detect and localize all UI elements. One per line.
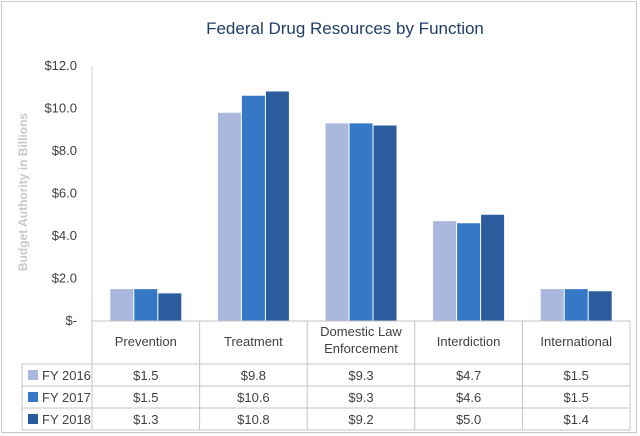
- bar: [457, 223, 481, 321]
- y-tick-label: $-: [65, 313, 77, 328]
- bar: [564, 289, 588, 321]
- bar: [540, 289, 564, 321]
- category-label: Domestic Law: [320, 324, 402, 339]
- legend-label: FY 2018: [42, 412, 91, 427]
- data-table-cell: $1.3: [133, 412, 158, 427]
- legend-swatch: [28, 414, 38, 424]
- bar: [433, 221, 457, 321]
- legend-label: FY 2017: [42, 390, 91, 405]
- category-label: Prevention: [115, 334, 177, 349]
- y-tick-label: $10.0: [44, 101, 77, 116]
- category-label: International: [540, 334, 612, 349]
- bar: [217, 112, 241, 321]
- data-table-cell: $9.3: [348, 390, 373, 405]
- bar: [373, 125, 397, 321]
- category-label: Interdiction: [437, 334, 501, 349]
- data-table-cell: $1.5: [564, 368, 589, 383]
- data-table-cell: $10.8: [237, 412, 270, 427]
- y-tick-label: $8.0: [52, 143, 77, 158]
- y-axis-label: Budget Authority in Billions: [16, 113, 30, 272]
- legend-swatch: [28, 370, 38, 380]
- legend-swatch: [28, 392, 38, 402]
- bar: [134, 289, 158, 321]
- bar: [481, 214, 505, 321]
- bar: [110, 289, 134, 321]
- bar: [325, 123, 349, 321]
- bar: [588, 291, 612, 321]
- data-table-cell: $4.6: [456, 390, 481, 405]
- chart-title: Federal Drug Resources by Function: [206, 19, 484, 38]
- bar: [349, 123, 373, 321]
- data-table-cell: $5.0: [456, 412, 481, 427]
- y-tick-label: $2.0: [52, 271, 77, 286]
- y-axis-ticks: $- $2.0 $4.0 $6.0 $8.0 $10.0 $12.0: [44, 58, 93, 328]
- data-table-cell: $4.7: [456, 368, 481, 383]
- data-table-cell: $1.4: [564, 412, 589, 427]
- category-label: Treatment: [224, 334, 283, 349]
- data-table: Prevention Treatment Domestic Law Enforceme…: [21, 320, 631, 431]
- bars: [110, 91, 612, 321]
- y-tick-label: $4.0: [52, 228, 77, 243]
- y-tick-label: $12.0: [44, 58, 77, 73]
- data-table-cell: $10.6: [237, 390, 270, 405]
- data-table-cell: $1.5: [564, 390, 589, 405]
- bar: [265, 91, 289, 321]
- data-table-cell: $1.5: [133, 368, 158, 383]
- y-tick-label: $6.0: [52, 186, 77, 201]
- legend-label: FY 2016: [42, 368, 91, 383]
- bar: [241, 95, 265, 321]
- category-label: Enforcement: [324, 341, 398, 356]
- bar: [158, 293, 182, 321]
- data-table-cell: $1.5: [133, 390, 158, 405]
- data-table-cell: $9.3: [348, 368, 373, 383]
- data-table-cell: $9.2: [348, 412, 373, 427]
- data-table-cell: $9.8: [241, 368, 266, 383]
